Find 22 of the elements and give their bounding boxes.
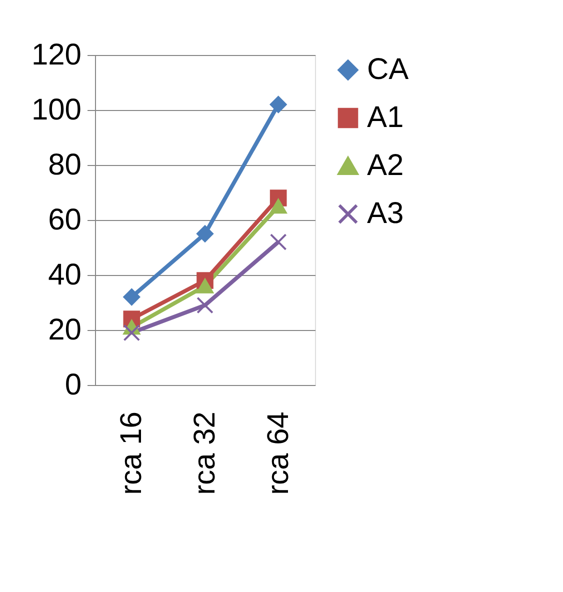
x-tick-label: rca 16 [115, 412, 148, 495]
y-tick-label: 40 [48, 258, 82, 292]
legend-label: A3 [367, 197, 404, 230]
point [196, 296, 214, 314]
x-tick-label: rca 64 [262, 412, 295, 495]
point [123, 324, 140, 342]
point [270, 234, 287, 250]
y-tick-label: 60 [48, 204, 82, 236]
legend-label: A1 [367, 101, 404, 134]
y-tick-label: 0 [64, 368, 82, 402]
point [123, 288, 140, 306]
y-tick-label: 120 [31, 38, 82, 72]
legend-label: A2 [367, 149, 404, 182]
point [196, 225, 214, 242]
point [270, 198, 287, 214]
y-tick-label: 100 [31, 94, 82, 126]
y-tick-label: 20 [48, 314, 82, 346]
legend-label: CA [367, 53, 409, 86]
point [196, 278, 214, 294]
x-tick-label: rca 32 [188, 412, 222, 495]
y-tick-label: 80 [48, 148, 82, 182]
point [270, 96, 287, 113]
